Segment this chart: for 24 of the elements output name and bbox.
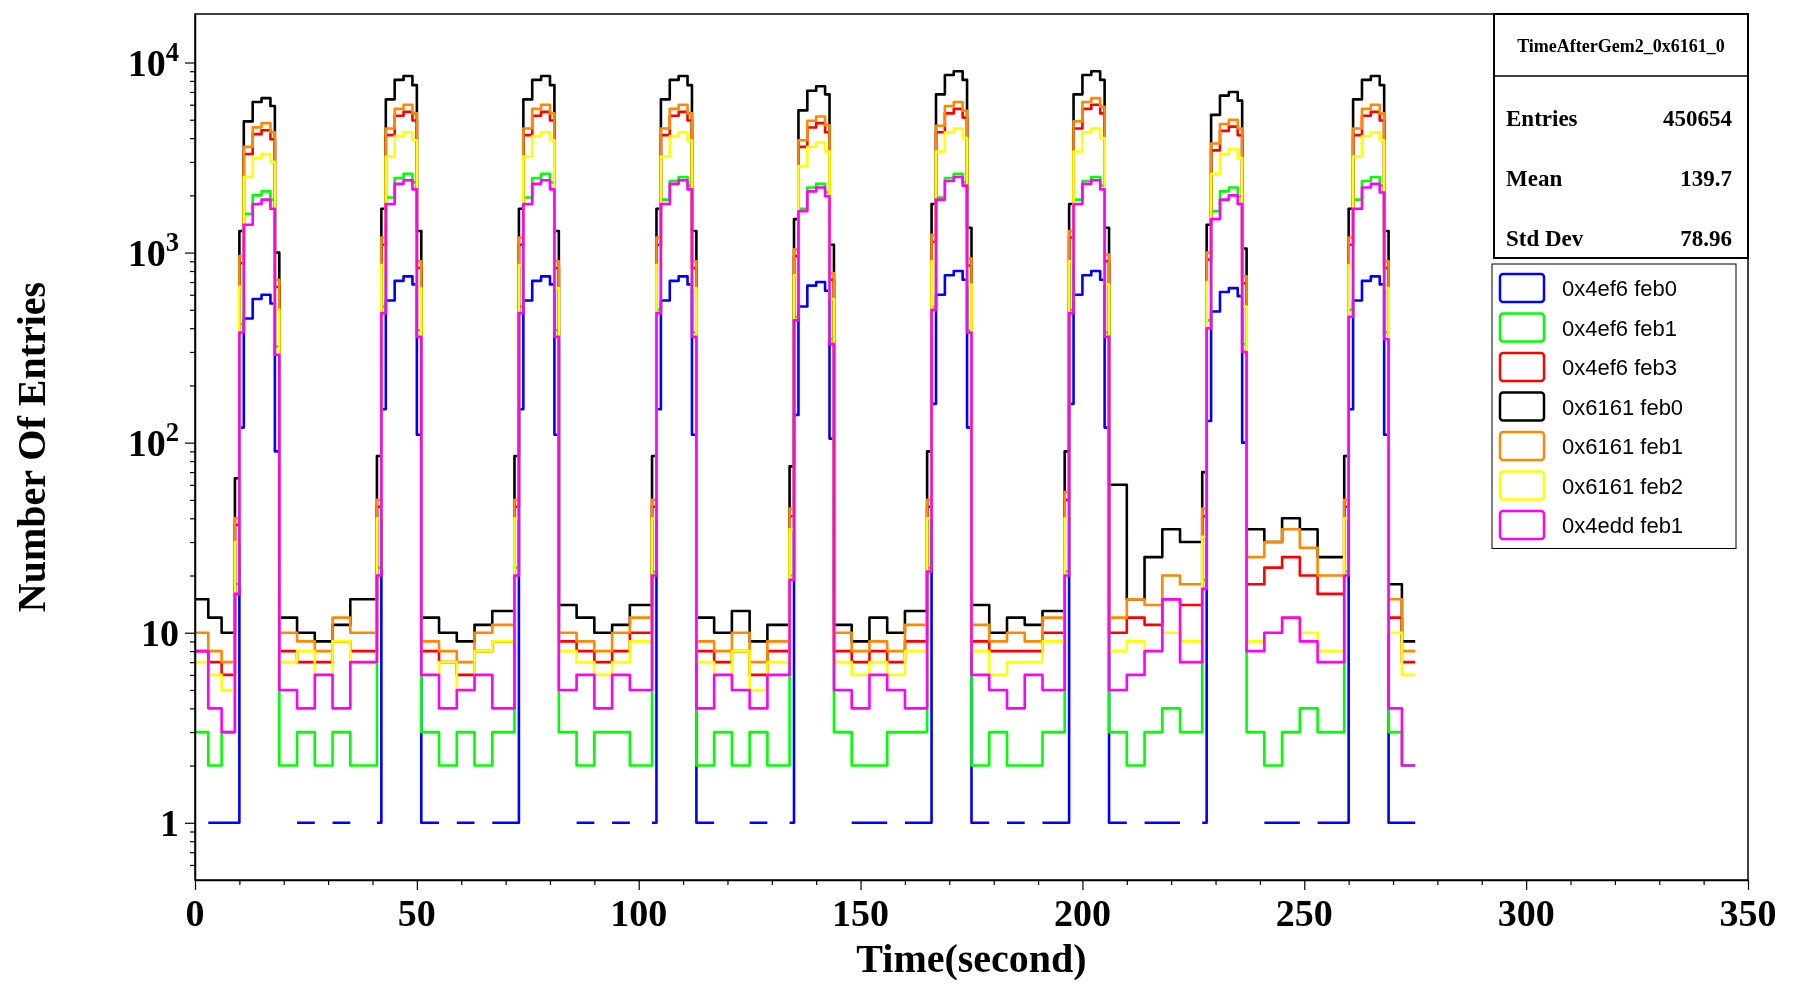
y-tick-label: 10$^{4}$: [127, 36, 179, 84]
x-tick-label: 350: [1719, 892, 1777, 934]
y-tick-label: 10$^{3}$: [127, 226, 179, 274]
legend-label: 0x6161 feb1: [1562, 434, 1684, 459]
x-tick-label: 0: [185, 892, 205, 934]
stats-box: TimeAfterGem2_0x6161_0 Entries 450654 Mean 139.7 Std Dev 78.96: [1493, 13, 1749, 259]
x-tick-label: 250: [1275, 892, 1333, 934]
legend-label: 0x4ef6 feb0: [1562, 276, 1677, 301]
legend-label: 0x6161 feb2: [1562, 473, 1684, 499]
x-tick-label: 200: [1053, 892, 1111, 934]
y-tick-label: 1: [160, 802, 179, 845]
x-tick-label: 50: [397, 892, 436, 934]
legend-label: 0x4edd feb1: [1562, 513, 1684, 538]
annotation: TimeAfterGem2_0x6161_0: [1517, 36, 1725, 56]
x-tick-label: 100: [610, 892, 668, 934]
y-tick-label: 10: [141, 612, 179, 655]
x-axis-title: Time(second): [856, 936, 1087, 981]
x-tick-label: 300: [1497, 892, 1555, 934]
legend-label: 0x4ef6 feb3: [1562, 355, 1677, 380]
y-tick-label: 10$^{2}$: [127, 416, 179, 464]
legend-label: 0x6161 feb0: [1562, 394, 1684, 420]
y-axis-title: Number Of Entries: [9, 281, 54, 613]
legend-label: 0x4ef6 feb1: [1562, 315, 1677, 341]
x-tick-label: 150: [832, 892, 890, 934]
